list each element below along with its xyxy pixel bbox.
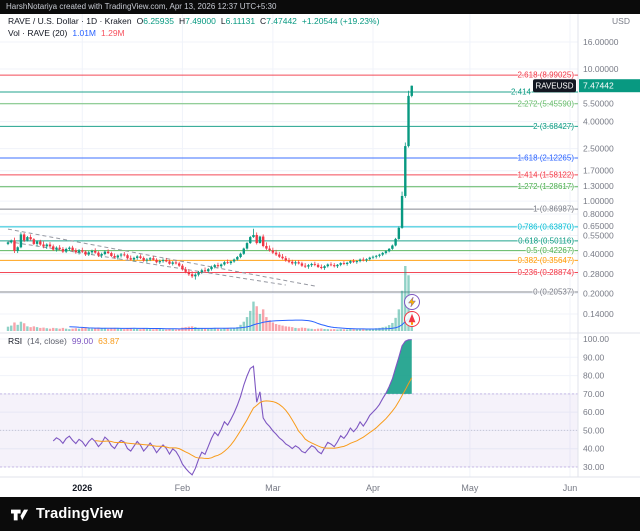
svg-text:40.00: 40.00 (583, 444, 605, 454)
footer-bar: TradingView (0, 497, 640, 531)
svg-text:80.00: 80.00 (583, 371, 605, 381)
svg-text:Feb: Feb (175, 483, 191, 493)
svg-text:Jun: Jun (563, 483, 578, 493)
change-value: +1.20544 (+19.23%) (301, 16, 380, 26)
svg-text:0.14000: 0.14000 (583, 309, 614, 319)
volume-legend: Vol · RAVE (20) 1.01M 1.29M (8, 28, 125, 38)
svg-text:0.382 (0.35647): 0.382 (0.35647) (518, 256, 575, 265)
svg-text:1.272 (1.28617): 1.272 (1.28617) (518, 182, 575, 191)
svg-text:5.50000: 5.50000 (583, 98, 614, 108)
svg-text:30.00: 30.00 (583, 462, 605, 472)
attribution-bar: HarshNotariya created with TradingView.c… (0, 0, 640, 14)
attribution-text: HarshNotariya created with TradingView.c… (6, 2, 277, 11)
svg-text:4.00000: 4.00000 (583, 117, 614, 127)
svg-text:May: May (461, 483, 479, 493)
open-value: 6.25935 (143, 16, 174, 26)
svg-text:0.20000: 0.20000 (583, 289, 614, 299)
svg-text:0 (0.20537): 0 (0.20537) (533, 288, 574, 297)
svg-text:70.00: 70.00 (583, 389, 605, 399)
rsi-legend: RSI (14, close) 99.00 63.87 (8, 336, 119, 346)
open-label: O (136, 16, 144, 26)
low-label: L (220, 16, 226, 26)
rsi-value: 99.00 (71, 336, 94, 346)
svg-text:1.414 (1.58122): 1.414 (1.58122) (518, 170, 575, 179)
svg-text:100.00: 100.00 (583, 334, 609, 344)
high-value: 7.49000 (185, 16, 216, 26)
svg-text:1 (0.86987): 1 (0.86987) (533, 205, 574, 214)
svg-text:10.00000: 10.00000 (583, 64, 619, 74)
high-label: H (178, 16, 186, 26)
svg-text:0.618 (0.50116): 0.618 (0.50116) (518, 236, 574, 245)
svg-text:7.47442: 7.47442 (583, 81, 614, 91)
svg-text:0.236 (0.28874): 0.236 (0.28874) (518, 268, 575, 277)
svg-text:1.70000: 1.70000 (583, 166, 614, 176)
rsi-indicator-title[interactable]: RSI (8, 336, 23, 346)
svg-text:50.00: 50.00 (583, 425, 605, 435)
svg-text:2 (3.68427): 2 (3.68427) (533, 122, 574, 131)
tradingview-wordmark[interactable]: TradingView (36, 506, 124, 522)
svg-text:60.00: 60.00 (583, 407, 605, 417)
symbol-title[interactable]: RAVE / U.S. Dollar · 1D · Kraken (8, 16, 132, 26)
svg-text:RAVEUSD: RAVEUSD (535, 82, 573, 91)
svg-text:0.5 (0.42267): 0.5 (0.42267) (526, 246, 574, 255)
svg-text:2.618 (8.99025): 2.618 (8.99025) (518, 71, 575, 80)
svg-text:1.618 (2.12265): 1.618 (2.12265) (518, 153, 575, 162)
svg-text:90.00: 90.00 (583, 352, 605, 362)
svg-text:Apr: Apr (366, 483, 380, 493)
svg-text:0.80000: 0.80000 (583, 209, 614, 219)
rsi-ma-value: 63.87 (98, 336, 120, 346)
svg-text:0.55000: 0.55000 (583, 230, 614, 240)
close-value: 7.47442 (266, 16, 297, 26)
rsi-params: (14, close) (27, 336, 67, 346)
svg-text:0.786 (0.63870): 0.786 (0.63870) (518, 222, 575, 231)
svg-text:0.65000: 0.65000 (583, 221, 614, 231)
svg-text:2.50000: 2.50000 (583, 144, 614, 154)
svg-text:1.00000: 1.00000 (583, 196, 614, 206)
symbol-legend: RAVE / U.S. Dollar · 1D · Kraken O6.25935… (8, 16, 379, 26)
svg-text:16.00000: 16.00000 (583, 37, 619, 47)
svg-text:1.30000: 1.30000 (583, 181, 614, 191)
svg-text:0.28000: 0.28000 (583, 269, 614, 279)
svg-text:2.414: 2.414 (511, 88, 532, 97)
svg-text:2.272 (5.45590): 2.272 (5.45590) (518, 99, 575, 108)
volume-indicator-title[interactable]: Vol · RAVE (20) (8, 28, 68, 38)
close-label: C (260, 16, 267, 26)
svg-text:0.40000: 0.40000 (583, 249, 614, 259)
axis-currency-label: USD (612, 16, 630, 26)
svg-text:2026: 2026 (72, 483, 92, 493)
tradingview-logo-icon[interactable] (10, 507, 29, 522)
low-value: 6.11131 (225, 16, 256, 26)
svg-text:Mar: Mar (265, 483, 281, 493)
volume-ma-value: 1.01M (72, 28, 96, 38)
volume-value: 1.29M (101, 28, 125, 38)
